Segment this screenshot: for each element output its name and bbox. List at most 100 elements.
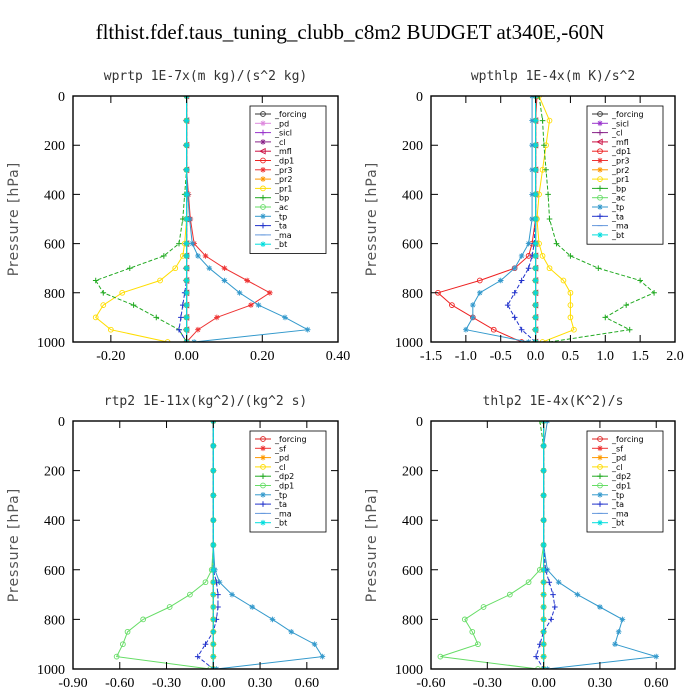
data-point (195, 326, 201, 333)
data-point (567, 253, 574, 259)
legend-label: _pr1 (611, 175, 629, 184)
data-point (533, 653, 539, 660)
data-point (178, 314, 184, 321)
series-pr1 (92, 96, 190, 342)
x-tick-label: -0.5 (490, 349, 512, 364)
legend-label: _ta (274, 500, 287, 509)
y-tick-label: 1000 (395, 336, 423, 351)
legend-marker (260, 157, 266, 164)
legend-label: _dp1 (611, 147, 631, 156)
legend-label: _cl (274, 138, 286, 147)
data-point (463, 326, 469, 333)
data-point (532, 253, 539, 259)
y-tick-label: 600 (402, 238, 423, 253)
series-line (465, 96, 533, 342)
data-point (183, 191, 190, 198)
data-point (506, 591, 513, 598)
data-point (540, 579, 547, 585)
data-point (210, 467, 217, 474)
legend-marker (597, 111, 603, 117)
data-point (210, 542, 217, 548)
x-tick-label: 1.0 (597, 349, 615, 364)
data-point (529, 117, 535, 124)
legend-marker (260, 454, 266, 461)
plot-area (92, 96, 311, 342)
legend-label: _ac (611, 194, 625, 203)
x-tick-label: -0.90 (58, 676, 87, 691)
data-point (525, 579, 532, 586)
legend-label: _sicl (611, 119, 629, 128)
data-point (504, 302, 511, 308)
data-point (210, 492, 217, 499)
y-tick-label: 1000 (37, 663, 65, 678)
data-point (532, 314, 539, 321)
series-line (94, 96, 188, 342)
legend-label: _cl (611, 463, 623, 472)
legend-label: _dp2 (274, 472, 294, 481)
legend-label: _tp (274, 491, 287, 500)
data-point (540, 616, 547, 623)
chart-panel-3: rtp2 1E-11x(kg^2)/(kg^2 s) Pressure [hPa]… (6, 394, 339, 691)
legend: _forcing_sf_pd_cl_dp2_dp1_tp_ta_ma_bt (249, 430, 327, 533)
y-tick-label: 200 (44, 139, 65, 154)
x-tick-label: 0.00 (201, 676, 226, 691)
data-point (183, 326, 190, 333)
data-point (267, 290, 273, 296)
data-point (186, 216, 193, 222)
x-tick-label: -0.60 (416, 676, 445, 691)
data-point (546, 339, 553, 342)
legend-label: _mfl (274, 147, 292, 156)
data-point (130, 302, 137, 308)
legend-marker (260, 176, 266, 182)
chart-panel-1: wprtp 1E-7x(m kg)/(s^2 kg) Pressure [hPa]… (6, 69, 350, 364)
legend-label: _pd (274, 454, 289, 463)
legend-marker (596, 138, 603, 146)
data-point (210, 629, 217, 635)
data-point (532, 167, 539, 173)
data-point (540, 443, 547, 449)
legend-label: _tp (611, 491, 624, 500)
legend-marker (260, 139, 266, 145)
data-point (546, 216, 553, 222)
legend-marker (597, 129, 603, 136)
x-tick-label: 0.00 (174, 349, 199, 364)
data-point (567, 289, 574, 296)
data-point (532, 191, 539, 198)
legend-marker (597, 157, 603, 164)
data-point (166, 604, 173, 610)
data-point (282, 314, 288, 321)
y-tick-label: 0 (58, 90, 65, 105)
y-tick-label: 0 (58, 415, 65, 430)
y-tick-label: 800 (402, 613, 423, 628)
data-point (626, 326, 633, 333)
series-line (115, 421, 214, 669)
data-point (221, 265, 228, 271)
x-tick-label: 1.5 (631, 349, 649, 364)
legend-label: _bt (611, 519, 624, 528)
data-point (540, 629, 547, 635)
data-point (543, 167, 549, 173)
legend-marker (260, 167, 266, 173)
x-tick-label: 0.30 (248, 676, 273, 691)
y-tick-label: 1000 (395, 663, 423, 678)
legend-marker (260, 501, 266, 507)
data-point (476, 277, 483, 284)
data-point (183, 265, 190, 271)
data-point (597, 604, 603, 610)
legend-marker (597, 492, 603, 498)
legend: _forcing_sicl_cl_mfl_dp1_pr3_pr2_pr1_bp_… (586, 105, 664, 245)
series-line (436, 96, 538, 342)
data-point (140, 616, 146, 623)
x-tick-label: -1.5 (420, 349, 442, 364)
data-point (210, 443, 217, 449)
data-point (540, 542, 547, 548)
legend-label: _pr2 (274, 175, 292, 184)
series-bt (210, 421, 217, 669)
legend-label: _cl (611, 129, 623, 138)
plot-area (437, 421, 660, 669)
legend-label: _dp1 (274, 157, 294, 166)
data-point (469, 628, 476, 635)
legend-marker (597, 204, 603, 210)
legend-marker (597, 464, 603, 470)
legend-marker (260, 436, 266, 442)
